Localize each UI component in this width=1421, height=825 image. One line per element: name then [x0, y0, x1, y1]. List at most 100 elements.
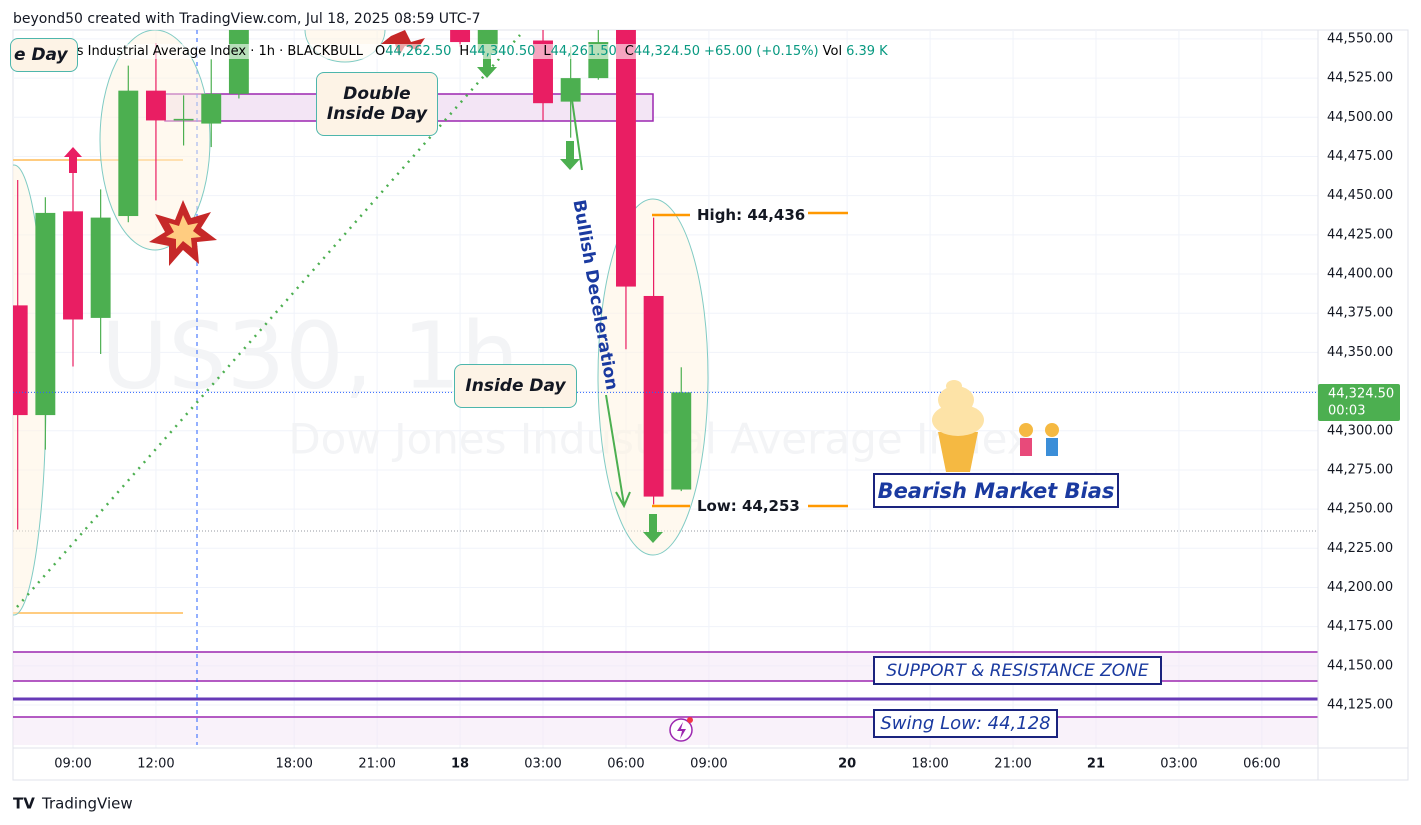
y-tick-label: 44,475.00	[1327, 149, 1393, 164]
annotation: Swing Low: 44,128	[873, 709, 1058, 738]
ohlc-value: 44,324.50	[633, 44, 701, 59]
y-tick-label: 44,500.00	[1327, 110, 1393, 125]
y-tick-label: 44,175.00	[1327, 619, 1393, 634]
x-tick-label: 09:00	[690, 757, 727, 772]
y-tick-label: 44,225.00	[1327, 541, 1393, 556]
y-tick-label: 44,425.00	[1327, 227, 1393, 242]
y-tick-label: 44,150.00	[1327, 658, 1393, 673]
arrow-head	[615, 491, 631, 509]
arrow-up	[64, 147, 82, 173]
x-tick-label: 21	[1087, 757, 1105, 772]
scoop	[938, 386, 974, 414]
y-tick-label: 44,275.00	[1327, 462, 1393, 477]
candle-body	[228, 30, 249, 94]
person	[1045, 423, 1059, 437]
ice-cream	[932, 380, 984, 472]
x-tick-label: 18:00	[911, 757, 948, 772]
y-tick-label: 44,550.00	[1327, 31, 1393, 46]
candle-body	[450, 30, 471, 43]
y-tick-label: 44,250.00	[1327, 502, 1393, 517]
arrow-line	[571, 99, 583, 171]
volume-key: Vol	[822, 44, 843, 59]
markers	[64, 30, 1059, 742]
candle-body	[560, 78, 581, 102]
candle-body	[201, 93, 222, 124]
ohlc-item: L44,261.50	[543, 44, 616, 59]
candles	[13, 30, 1318, 530]
change: +65.00 (+0.15%)	[704, 44, 819, 59]
ohlc: O44,262.50 H44,340.50 L44,261.50 C44,324.50	[375, 44, 700, 59]
y-tick-label: 44,300.00	[1327, 423, 1393, 438]
y-tick-label: 44,375.00	[1327, 306, 1393, 321]
price-label-text: 44,324.50	[1328, 387, 1394, 402]
y-tick-label: 44,350.00	[1327, 345, 1393, 360]
candle-body	[145, 90, 166, 121]
logo-mark: TV	[13, 795, 35, 813]
candle-body	[13, 305, 28, 416]
ohlc-key: H	[459, 44, 470, 59]
explosion	[381, 30, 425, 56]
x-tick-label: 12:00	[137, 757, 174, 772]
ohlc-value: 44,340.50	[469, 44, 536, 59]
candle-body	[90, 217, 111, 318]
ohlc-key: O	[375, 44, 386, 59]
logo-text: TradingView	[41, 795, 133, 813]
x-tick-label: 03:00	[1160, 757, 1197, 772]
ohlc-item: C44,324.50	[625, 44, 700, 59]
arrow-line	[605, 394, 625, 506]
candle-body	[643, 295, 664, 497]
candle-body	[63, 211, 83, 320]
ohlc-value: 44,262.50	[385, 44, 452, 59]
x-tick-label: 21:00	[358, 757, 395, 772]
highlight	[99, 30, 211, 251]
volume: 6.39 K	[846, 44, 888, 59]
y-tick-label: 44,450.00	[1327, 188, 1393, 203]
y-tick-label: 44,125.00	[1327, 698, 1393, 713]
y-tick-label: 44,200.00	[1327, 580, 1393, 595]
x-tick-label: 09:00	[54, 757, 91, 772]
annotation: Bearish Market Bias	[873, 473, 1119, 508]
x-tick-label: 06:00	[1243, 757, 1280, 772]
footer-logo: TV TradingView	[13, 795, 133, 813]
person	[1020, 438, 1032, 456]
candle-body	[35, 212, 56, 416]
candle-body	[616, 30, 636, 287]
y-tick-label: 44,400.00	[1327, 267, 1393, 282]
candle-body	[118, 90, 139, 217]
legend: Dow Jones Industrial Average Index · 1h …	[16, 44, 888, 59]
ohlc-value: 44,261.50	[550, 44, 617, 59]
x-tick-label: 20	[838, 757, 856, 772]
zone	[13, 717, 1318, 745]
price-label	[1318, 384, 1400, 421]
event-dot	[687, 717, 693, 723]
cone	[938, 432, 978, 472]
watermark: US30, 1h	[101, 302, 519, 409]
annotation: Low: 44,253	[697, 497, 800, 515]
event-icon	[677, 722, 686, 739]
annotation: SUPPORT & RESISTANCE ZONE	[873, 656, 1162, 685]
x-tick-label: 18:00	[275, 757, 312, 772]
candle-body	[671, 392, 692, 490]
x-tick-label: 18	[451, 757, 469, 772]
attribution: beyond50 created with TradingView.com, J…	[13, 11, 481, 27]
annotation: Inside Day	[454, 364, 577, 408]
scoop	[932, 404, 984, 436]
x-tick-label: 06:00	[607, 757, 644, 772]
symbol[interactable]: Dow Jones Industrial Average Index · 1h …	[16, 44, 364, 59]
x-tick-label: 21:00	[994, 757, 1031, 772]
scoop	[946, 380, 962, 392]
y-tick-label: 44,525.00	[1327, 71, 1393, 86]
ohlc-key: L	[543, 44, 551, 59]
annotation: Double Inside Day	[316, 72, 438, 136]
candle-body	[173, 118, 194, 121]
x-tick-label: 03:00	[524, 757, 561, 772]
people	[1019, 423, 1059, 456]
person	[1019, 423, 1033, 437]
countdown: 00:03	[1328, 404, 1365, 419]
annotation: e Day	[10, 38, 78, 72]
ohlc-key: C	[624, 44, 634, 59]
arrow-down	[477, 49, 497, 78]
arrow-down	[560, 141, 580, 170]
